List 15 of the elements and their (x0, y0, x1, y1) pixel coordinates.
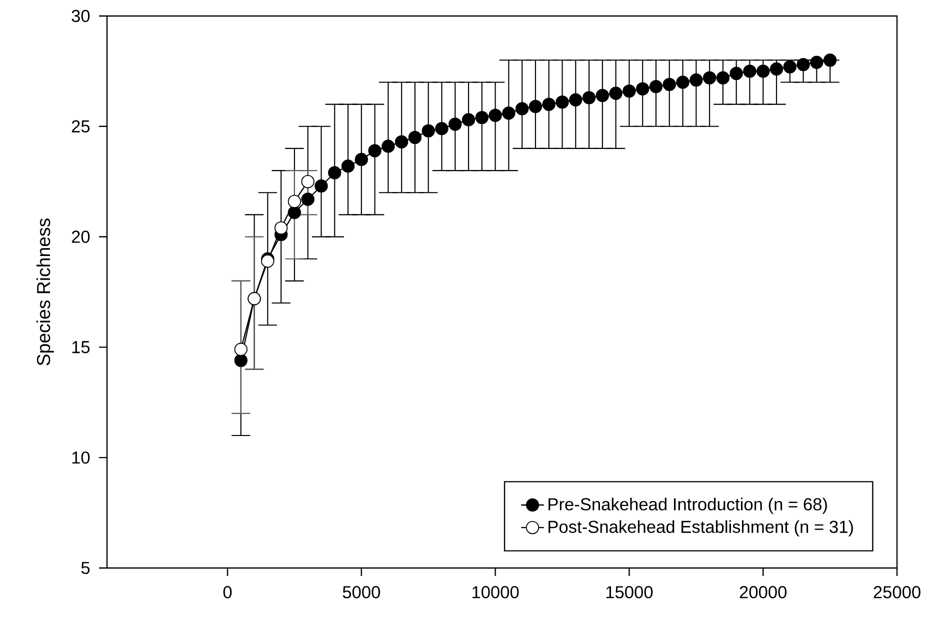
y-tick-label: 10 (72, 451, 90, 464)
x-tick-label: 5000 (342, 586, 380, 598)
x-tick-label: 10000 (472, 586, 519, 598)
y-tick-label: 25 (72, 120, 90, 133)
legend-label: Post-Snakehead Establishment (n = 31) (548, 520, 853, 536)
x-tick-label: 20000 (740, 586, 787, 598)
y-tick-label: 5 (81, 562, 90, 574)
y-axis-title: Species Richness (36, 218, 54, 366)
x-tick-label: 15000 (606, 586, 653, 598)
y-tick-label: 30 (72, 10, 90, 22)
legend-label: Pre-Snakehead Introduction (n = 68) (548, 498, 827, 514)
y-tick-label: 15 (72, 341, 90, 354)
y-tick-label: 20 (72, 230, 90, 243)
x-tick-label: 0 (223, 586, 232, 598)
x-tick-label: 25000 (874, 586, 920, 598)
